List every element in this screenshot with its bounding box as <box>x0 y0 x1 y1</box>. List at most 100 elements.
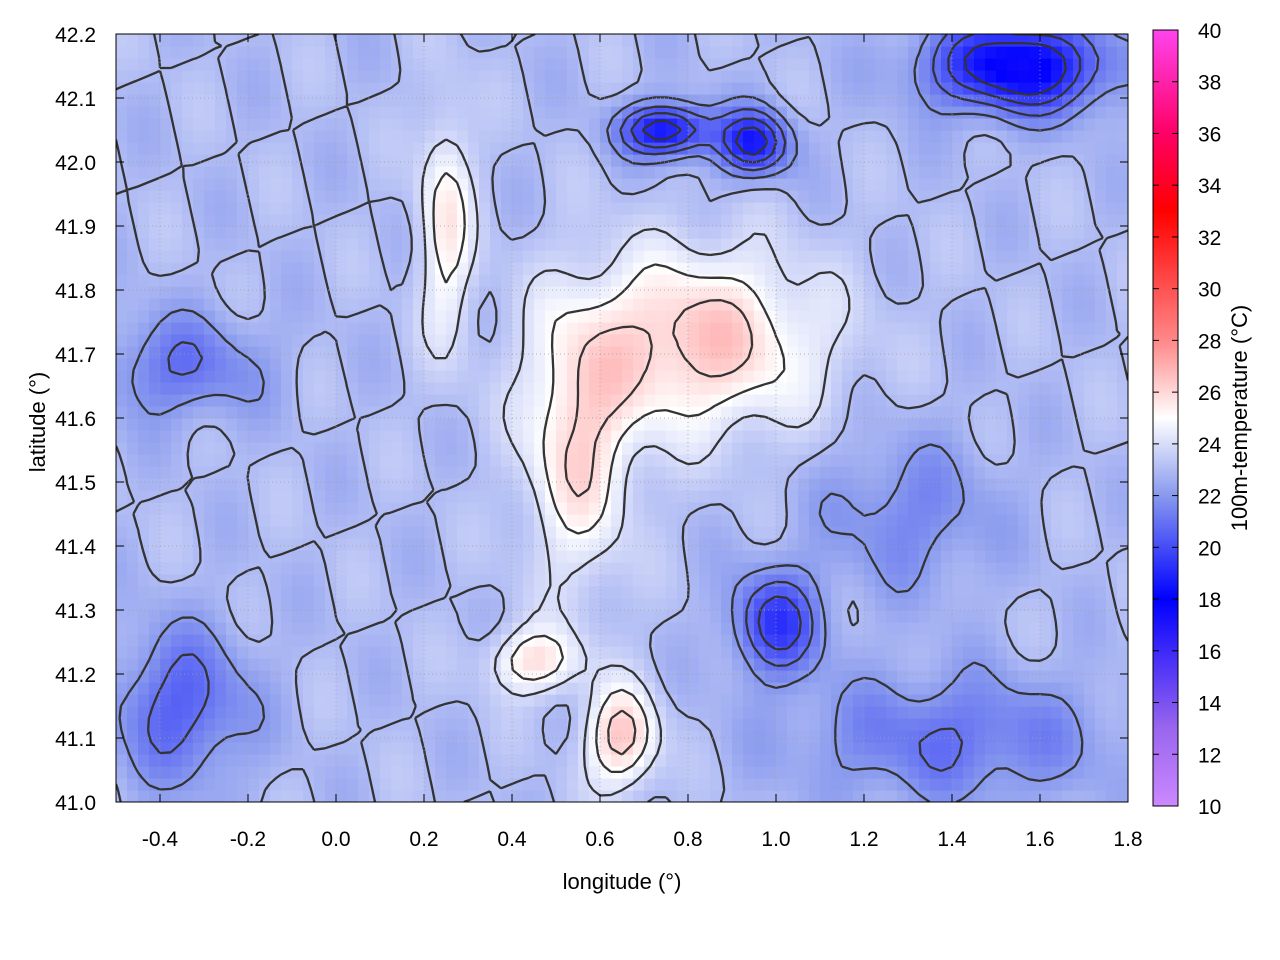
heatmap-cell <box>1106 226 1118 239</box>
heatmap-cell <box>435 322 447 335</box>
heatmap-cell <box>1073 274 1085 287</box>
heatmap-cell <box>259 622 271 635</box>
heatmap-cell <box>1084 322 1096 335</box>
heatmap-cell <box>1095 718 1107 731</box>
heatmap-cell <box>853 694 865 707</box>
heatmap-cell <box>1106 514 1118 527</box>
heatmap-cell <box>138 598 150 611</box>
heatmap-cell <box>798 334 810 347</box>
heatmap-cell <box>523 550 535 563</box>
heatmap-cell <box>952 154 964 167</box>
heatmap-cell <box>1029 718 1041 731</box>
heatmap-cell <box>468 718 480 731</box>
heatmap-cell <box>490 178 502 191</box>
heatmap-cell <box>1084 610 1096 623</box>
heatmap-cell <box>138 706 150 719</box>
heatmap-cell <box>1018 262 1030 275</box>
heatmap-cell <box>963 634 975 647</box>
heatmap-cell <box>589 478 601 491</box>
heatmap-cell <box>127 766 139 779</box>
heatmap-cell <box>765 154 777 167</box>
heatmap-cell <box>974 394 986 407</box>
heatmap-cell <box>127 466 139 479</box>
heatmap-cell <box>688 586 700 599</box>
heatmap-cell <box>1084 514 1096 527</box>
heatmap-cell <box>908 430 920 443</box>
heatmap-cell <box>633 538 645 551</box>
heatmap-cell <box>501 694 513 707</box>
heatmap-cell <box>501 718 513 731</box>
heatmap-cell <box>644 382 656 395</box>
heatmap-cell <box>611 670 623 683</box>
heatmap-cell <box>875 658 887 671</box>
heatmap-cell <box>1007 790 1019 802</box>
heatmap-cell <box>391 190 403 203</box>
heatmap-cell <box>1051 730 1063 743</box>
heatmap-cell <box>875 406 887 419</box>
heatmap-cell <box>171 454 183 467</box>
heatmap-cell <box>743 526 755 539</box>
heatmap-cell <box>776 658 788 671</box>
heatmap-cell <box>710 646 722 659</box>
heatmap-cell <box>710 466 722 479</box>
heatmap-cell <box>281 622 293 635</box>
heatmap-cell <box>886 538 898 551</box>
heatmap-cell <box>303 142 315 155</box>
heatmap-cell <box>556 634 568 647</box>
heatmap-cell <box>1073 610 1085 623</box>
heatmap-cell <box>600 274 612 287</box>
heatmap-cell <box>578 298 590 311</box>
heatmap-cell <box>1073 538 1085 551</box>
heatmap-cell <box>479 226 491 239</box>
heatmap-cell <box>424 262 436 275</box>
heatmap-cell <box>347 754 359 767</box>
heatmap-cell <box>1084 490 1096 503</box>
heatmap-cell <box>336 250 348 263</box>
heatmap-cell <box>578 466 590 479</box>
heatmap-cell <box>732 346 744 359</box>
heatmap-cell <box>1084 370 1096 383</box>
heatmap-cell <box>116 214 128 227</box>
heatmap-cell <box>1051 670 1063 683</box>
heatmap-cell <box>809 586 821 599</box>
heatmap-cell <box>193 298 205 311</box>
heatmap-cell <box>721 538 733 551</box>
heatmap-cell <box>622 646 634 659</box>
heatmap-cell <box>215 286 227 299</box>
heatmap-cell <box>1106 454 1118 467</box>
heatmap-cell <box>391 262 403 275</box>
heatmap-cell <box>292 466 304 479</box>
heatmap-cell <box>974 226 986 239</box>
heatmap-cell <box>831 562 843 575</box>
heatmap-cell <box>402 562 414 575</box>
heatmap-cell <box>259 694 271 707</box>
heatmap-cell <box>820 790 832 802</box>
heatmap-cell <box>160 346 172 359</box>
heatmap-cell <box>644 214 656 227</box>
heatmap-cell <box>1007 586 1019 599</box>
heatmap-cell <box>259 478 271 491</box>
heatmap-cell <box>864 634 876 647</box>
heatmap-cell <box>897 310 909 323</box>
heatmap-cell <box>490 790 502 802</box>
heatmap-cell <box>842 490 854 503</box>
heatmap-cell <box>655 478 667 491</box>
heatmap-cell <box>259 658 271 671</box>
heatmap-cell <box>237 466 249 479</box>
heatmap-cell <box>633 490 645 503</box>
heatmap-cell <box>1106 394 1118 407</box>
heatmap-cell <box>149 538 161 551</box>
heatmap-cell <box>292 598 304 611</box>
heatmap-cell <box>952 310 964 323</box>
heatmap-cell <box>688 298 700 311</box>
heatmap-cell <box>512 742 524 755</box>
heatmap-cell <box>985 478 997 491</box>
heatmap-cell <box>1073 658 1085 671</box>
heatmap-cell <box>765 370 777 383</box>
heatmap-cell <box>1007 550 1019 563</box>
heatmap-cell <box>424 442 436 455</box>
heatmap-cell <box>842 370 854 383</box>
heatmap-cell <box>127 598 139 611</box>
heatmap-cell <box>787 526 799 539</box>
heatmap-cell <box>1007 646 1019 659</box>
